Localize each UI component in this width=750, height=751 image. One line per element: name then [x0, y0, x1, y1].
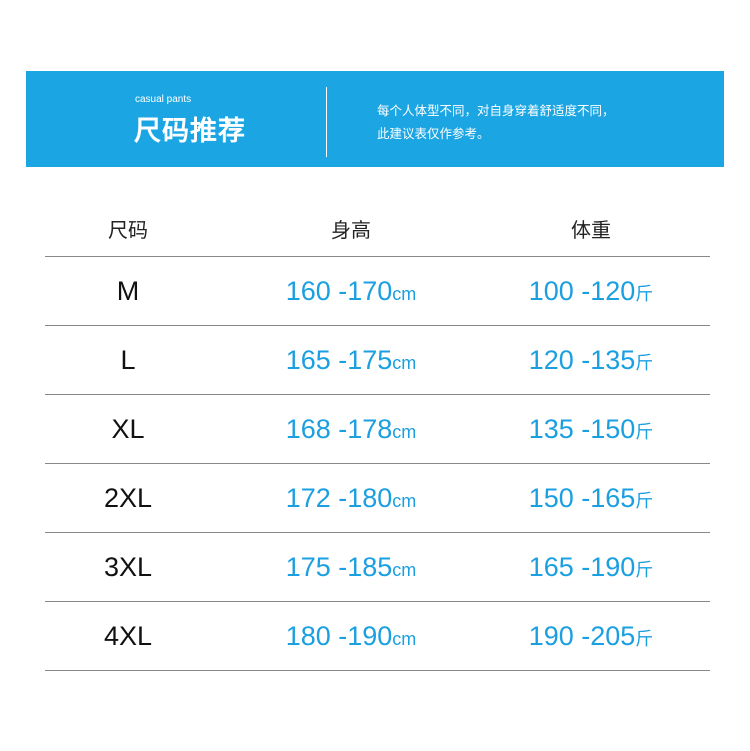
weight-range: 135 -150: [528, 413, 636, 444]
banner-divider: [326, 87, 327, 157]
height-unit: cm: [392, 628, 417, 649]
weight-cell: 190 -205斤: [491, 621, 691, 652]
size-cell: XL: [111, 413, 145, 444]
height-cell: 160 -170cm: [211, 276, 491, 307]
weight-cell: 120 -135斤: [491, 345, 691, 376]
weight-range: 150 -165: [528, 482, 636, 513]
height-range: 175 -185: [285, 551, 393, 582]
table-row: XL 168 -178cm 135 -150斤: [45, 395, 710, 464]
size-cell: 2XL: [103, 482, 153, 513]
height-unit: cm: [392, 352, 417, 373]
height-range: 165 -175: [285, 344, 393, 375]
height-unit: cm: [392, 421, 417, 442]
height-unit: cm: [392, 490, 417, 511]
weight-range: 190 -205: [528, 620, 636, 651]
size-cell: M: [116, 275, 140, 306]
header-height: 身高: [331, 217, 371, 242]
table-row: 3XL 175 -185cm 165 -190斤: [45, 533, 710, 602]
weight-range: 100 -120: [528, 275, 636, 306]
banner-title: 尺码推荐: [134, 116, 246, 147]
height-cell: 180 -190cm: [211, 621, 491, 652]
height-cell: 168 -178cm: [211, 414, 491, 445]
note-line-2: 此建议表仅作参考。: [377, 126, 490, 141]
height-range: 160 -170: [285, 275, 393, 306]
weight-range: 120 -135: [528, 344, 636, 375]
table-row: 2XL 172 -180cm 150 -165斤: [45, 464, 710, 533]
height-range: 180 -190: [285, 620, 393, 651]
table-header: 尺码 身高 体重: [45, 200, 710, 257]
height-unit: cm: [392, 283, 417, 304]
weight-cell: 100 -120斤: [491, 276, 691, 307]
weight-unit: 斤: [635, 559, 654, 580]
weight-unit: 斤: [635, 283, 654, 304]
size-cell: L: [120, 344, 136, 375]
height-unit: cm: [392, 559, 417, 580]
weight-range: 165 -190: [528, 551, 636, 582]
table-row: 4XL 180 -190cm 190 -205斤: [45, 602, 710, 671]
height-range: 168 -178: [285, 413, 393, 444]
table-row: L 165 -175cm 120 -135斤: [45, 326, 710, 395]
height-cell: 175 -185cm: [211, 552, 491, 583]
height-range: 172 -180: [285, 482, 393, 513]
height-cell: 172 -180cm: [211, 483, 491, 514]
header-weight: 体重: [571, 217, 611, 242]
banner-subtitle: casual pants: [135, 94, 192, 105]
size-cell: 4XL: [103, 620, 153, 651]
weight-unit: 斤: [635, 352, 654, 373]
size-cell: 3XL: [103, 551, 153, 582]
banner-note: 每个人体型不同，对自身穿着舒适度不同， 此建议表仅作参考。: [377, 99, 615, 145]
banner: casual pants 尺码推荐 每个人体型不同，对自身穿着舒适度不同， 此建…: [26, 71, 724, 167]
header-size: 尺码: [108, 217, 148, 242]
weight-cell: 150 -165斤: [491, 483, 691, 514]
weight-cell: 165 -190斤: [491, 552, 691, 583]
size-table: 尺码 身高 体重 M 160 -170cm 100 -120斤 L 165 -17…: [45, 200, 710, 671]
weight-cell: 135 -150斤: [491, 414, 691, 445]
table-row: M 160 -170cm 100 -120斤: [45, 257, 710, 326]
weight-unit: 斤: [635, 421, 654, 442]
weight-unit: 斤: [635, 490, 654, 511]
note-line-1: 每个人体型不同，对自身穿着舒适度不同，: [377, 103, 615, 118]
weight-unit: 斤: [635, 628, 654, 649]
height-cell: 165 -175cm: [211, 345, 491, 376]
